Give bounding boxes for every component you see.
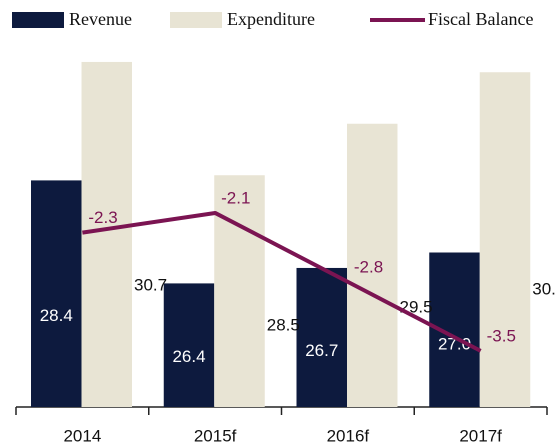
data-label: -2.8: [354, 257, 383, 276]
data-label: 26.4: [172, 347, 205, 366]
bar: [479, 72, 531, 407]
bar: [214, 175, 265, 407]
legend-label: Fiscal Balance: [428, 9, 533, 29]
bar: [81, 61, 132, 407]
legend-swatch: [12, 12, 64, 28]
x-tick-label: 2015f: [194, 426, 237, 445]
data-label: 30.5: [532, 279, 555, 298]
data-label: 30.7: [134, 276, 167, 295]
legend-label: Expenditure: [227, 9, 315, 29]
data-label: 26.7: [305, 341, 338, 360]
legend-swatch: [170, 12, 222, 28]
data-label: -3.5: [487, 326, 516, 345]
x-tick-label: 2014: [63, 426, 101, 445]
bar: [347, 123, 398, 407]
data-label: 28.4: [40, 306, 73, 325]
bar: [296, 267, 347, 407]
x-tick-label: 2016f: [327, 426, 370, 445]
data-label: -2.1: [221, 188, 250, 207]
legend-label: Revenue: [69, 9, 132, 29]
x-tick-label: 2017f: [459, 426, 502, 445]
line: [82, 210, 482, 353]
bar: [163, 283, 215, 407]
data-label: 28.5: [267, 315, 300, 334]
bar: [31, 180, 82, 407]
data-label: -2.3: [88, 208, 117, 227]
